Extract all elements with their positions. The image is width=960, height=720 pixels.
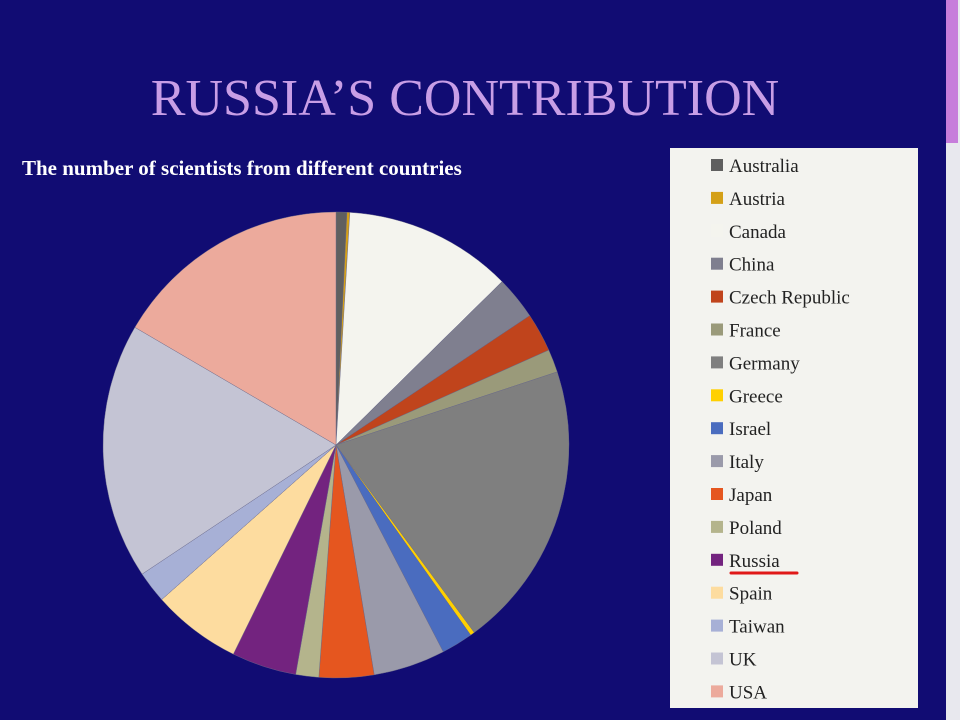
legend-swatch	[711, 356, 723, 369]
legend-swatch	[711, 685, 723, 698]
pie-slice	[335, 371, 570, 633]
legend-swatch	[711, 224, 723, 237]
legend-label: Canada	[729, 222, 787, 243]
legend-swatch	[711, 488, 723, 500]
pie-slice	[134, 211, 337, 446]
legend-swatch	[711, 389, 723, 402]
legend-box	[670, 148, 918, 708]
legend-swatch	[711, 652, 723, 665]
legend-label: China	[729, 255, 775, 276]
pie-slice	[102, 327, 337, 575]
side-accent	[946, 0, 958, 143]
legend-label: Poland	[729, 518, 782, 539]
legend-label: Japan	[729, 485, 773, 506]
legend-swatch	[711, 455, 723, 468]
chart-title: The number of scientists from different …	[22, 156, 462, 180]
slide-title: RUSSIA’S CONTRIBUTION	[151, 70, 779, 127]
legend-label: Australia	[729, 156, 799, 177]
legend-swatch	[711, 323, 723, 336]
legend-label: Germany	[729, 353, 800, 374]
legend-swatch	[711, 586, 723, 599]
legend-swatch	[711, 422, 723, 435]
legend-label: Austria	[729, 189, 786, 210]
legend-swatch	[711, 159, 723, 171]
legend-label: Czech Republic	[729, 288, 850, 309]
legend-label: France	[729, 321, 781, 342]
legend-label: Taiwan	[729, 617, 785, 638]
legend-label: Italy	[729, 452, 764, 473]
legend-label: Spain	[729, 584, 773, 605]
legend-label: Russia	[729, 551, 780, 572]
legend-label: UK	[729, 650, 757, 671]
legend-swatch	[711, 520, 723, 533]
legend-label: Israel	[729, 419, 771, 440]
legend-label: Greece	[729, 386, 783, 407]
legend-swatch	[711, 191, 723, 204]
side-strip	[946, 0, 960, 720]
legend-swatch	[711, 553, 723, 566]
legend-swatch	[711, 619, 723, 632]
legend-swatch	[711, 257, 723, 270]
legend-swatch	[711, 290, 723, 303]
pie-slice	[335, 212, 503, 446]
legend-label: USA	[729, 682, 767, 703]
pie	[102, 211, 570, 679]
